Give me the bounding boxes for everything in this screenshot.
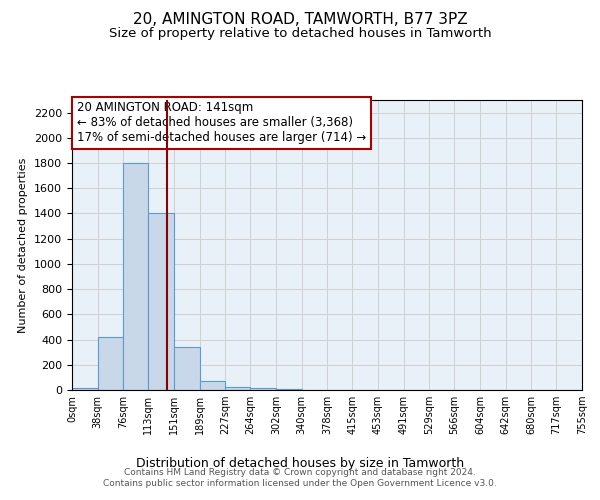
Text: 20, AMINGTON ROAD, TAMWORTH, B77 3PZ: 20, AMINGTON ROAD, TAMWORTH, B77 3PZ [133,12,467,28]
Y-axis label: Number of detached properties: Number of detached properties [19,158,28,332]
Text: Contains HM Land Registry data © Crown copyright and database right 2024.
Contai: Contains HM Land Registry data © Crown c… [103,468,497,487]
Bar [72,388,98,390]
Bar [226,387,250,390]
Bar [148,214,174,390]
Text: Size of property relative to detached houses in Tamworth: Size of property relative to detached ho… [109,28,491,40]
Text: 20 AMINGTON ROAD: 141sqm
← 83% of detached houses are smaller (3,368)
17% of sem: 20 AMINGTON ROAD: 141sqm ← 83% of detach… [77,102,367,144]
Bar [98,337,124,390]
Text: Distribution of detached houses by size in Tamworth: Distribution of detached houses by size … [136,458,464,470]
Bar [200,380,226,390]
Bar [124,163,148,390]
Bar [250,388,276,390]
Bar [174,347,200,390]
Bar [276,388,302,390]
